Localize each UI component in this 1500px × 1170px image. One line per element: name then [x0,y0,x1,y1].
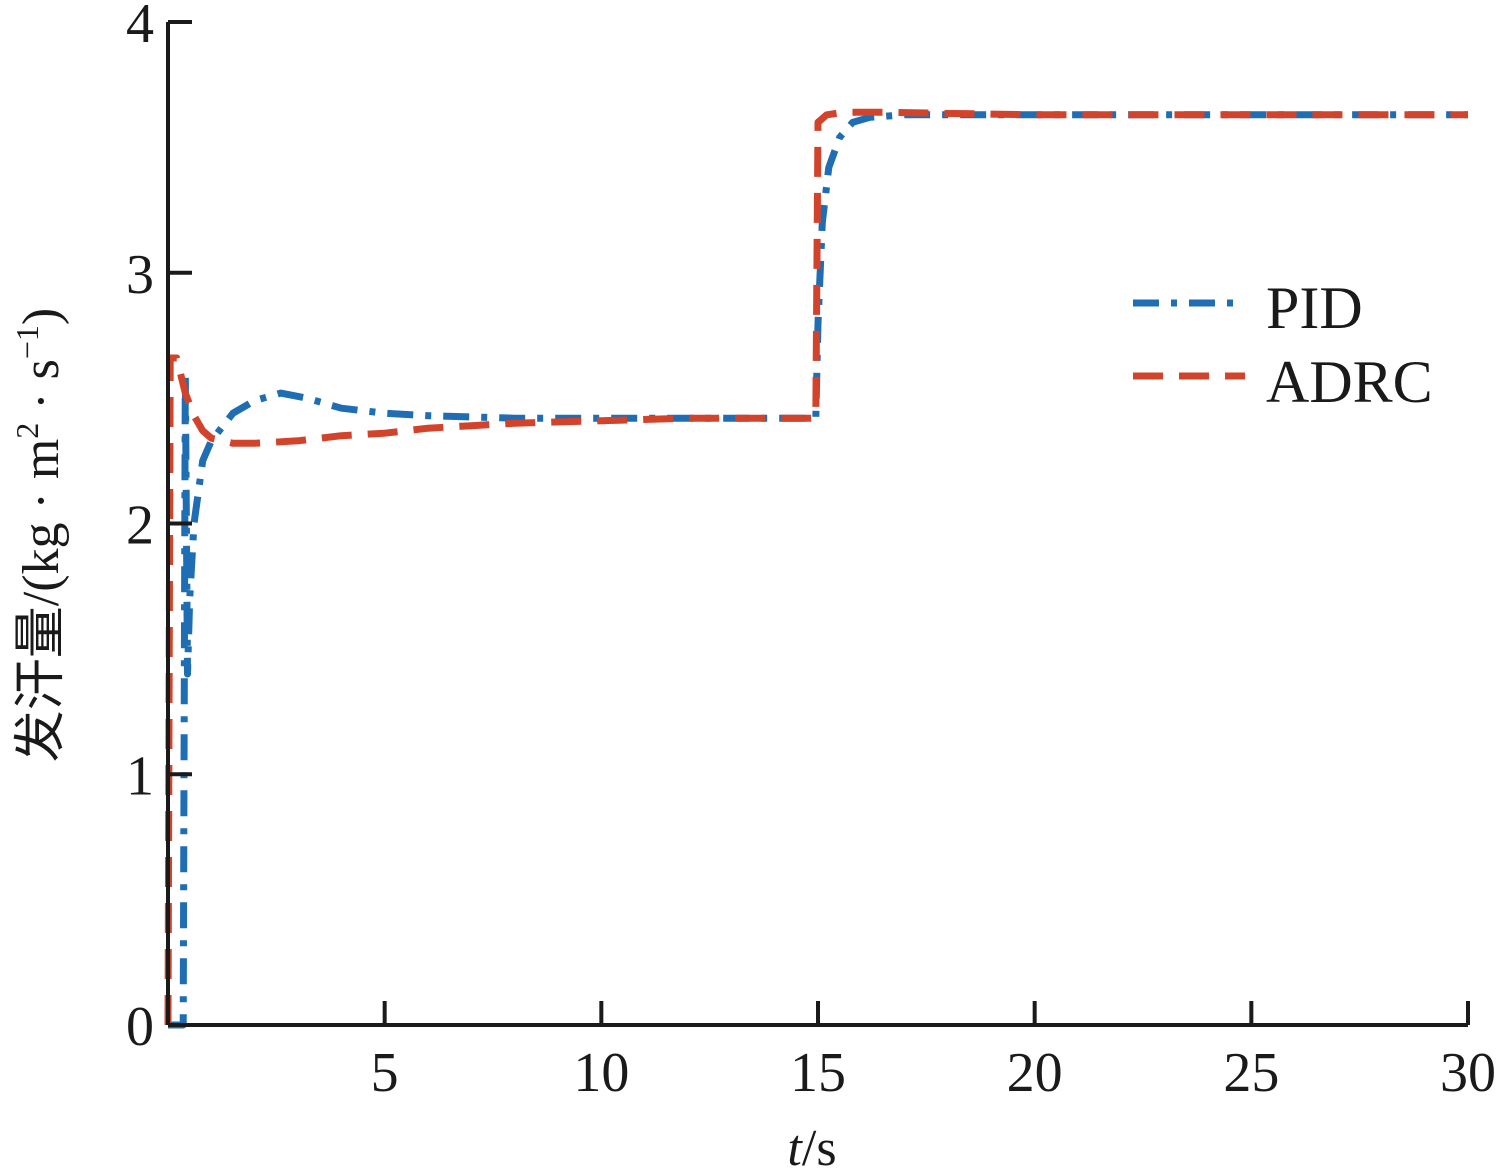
x-tick-label: 15 [790,1042,846,1104]
series-line-adrc [164,108,1468,1026]
y-axis-label: 发汗量/(kg · m2 · s−1) [9,308,70,762]
x-axis-label-var: t [787,1120,803,1170]
series-layer [164,108,1468,1029]
y-tick-label: 3 [126,244,154,306]
x-ticks: 5 10 15 20 25 30 [371,1001,1496,1104]
y-axis-label-end: ) [13,308,70,325]
y-axis-label-main: 发汗量/(kg · m [13,439,70,763]
legend-label-adrc: ADRC [1266,349,1433,415]
legend: PID ADRC [1133,275,1433,415]
y-ticks: 0 1 2 3 4 [126,0,192,1058]
x-axis-label: t/s [787,1120,836,1170]
y-axis-label-sup1: 2 [9,423,45,439]
x-tick-label: 10 [573,1042,629,1104]
y-axis-label-mid: · s [13,359,70,423]
x-tick-label: 30 [1440,1042,1496,1104]
y-tick-label: 0 [126,996,154,1058]
x-axis-label-unit: /s [802,1120,837,1170]
y-tick-label: 4 [126,0,154,55]
x-tick-label: 5 [371,1042,399,1104]
series-line-pid [168,111,1468,1029]
y-tick-label: 1 [126,745,154,807]
y-tick-label: 2 [126,495,154,557]
y-axis-label-sup2: −1 [9,325,45,359]
x-tick-label: 25 [1223,1042,1279,1104]
legend-label-pid: PID [1266,275,1363,341]
x-tick-label: 20 [1007,1042,1063,1104]
